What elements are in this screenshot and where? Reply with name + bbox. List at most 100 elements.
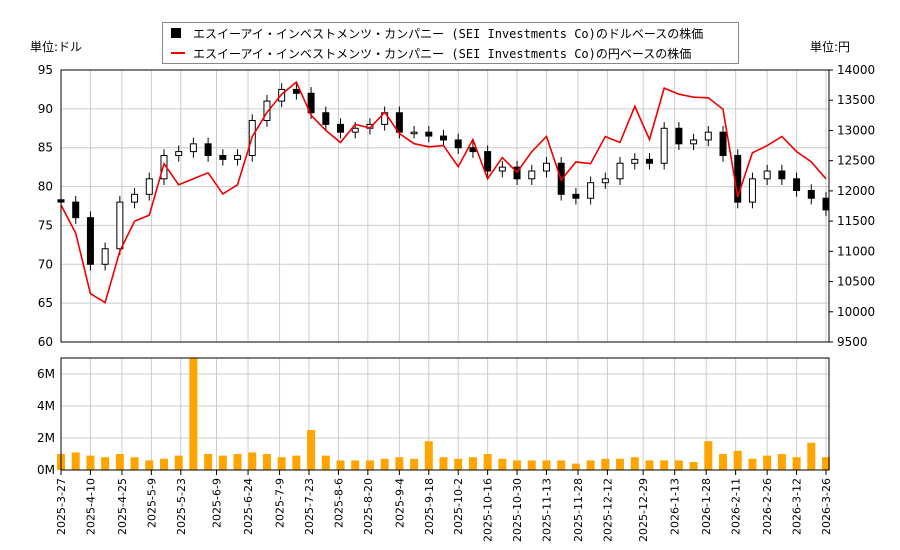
candle-body: [778, 170, 786, 180]
candle-body: [145, 178, 153, 195]
candle-body: [763, 170, 771, 180]
y-right-tick-label: 11000: [837, 244, 875, 258]
legend-item-jpy: エスイーアイ・インベストメンツ・カンパニー (SEI Investments C…: [163, 43, 738, 63]
volume-bar: [218, 455, 227, 470]
volume-bar: [468, 457, 477, 470]
x-tick-label: 2025-7-23: [303, 478, 316, 535]
x-tick-label: 2026-1-13: [669, 478, 682, 535]
volume-bar: [498, 458, 507, 470]
volume-bar: [248, 452, 257, 470]
volume-bar: [660, 460, 669, 470]
candle-body: [645, 158, 653, 164]
x-tick-label: 2025-10-2: [452, 478, 465, 535]
volume-bar: [689, 462, 698, 470]
jpy-price-line: [60, 80, 827, 304]
candle-body: [748, 178, 756, 203]
y-left-tick-label: 65: [38, 296, 53, 310]
candle-body: [101, 248, 109, 265]
candle-body: [322, 112, 330, 125]
volume-bar: [174, 455, 183, 470]
candle-body: [292, 88, 300, 94]
x-tick-label: 2026-2-26: [761, 478, 774, 535]
volume-bar: [630, 457, 639, 470]
volume-bar: [277, 457, 286, 470]
volume-bar: [454, 458, 463, 470]
x-tick-label: 2025-5-23: [175, 478, 188, 535]
volume-bar: [807, 442, 816, 470]
volume-bar: [380, 458, 389, 470]
volume-bar: [365, 460, 374, 470]
legend-swatch-usd: [171, 28, 181, 38]
candle-body: [425, 131, 433, 137]
x-tick-label: 2025-6-24: [242, 478, 255, 535]
legend-label-usd: エスイーアイ・インベストメンツ・カンパニー (SEI Investments C…: [193, 26, 704, 41]
y-left-tick-label: 85: [38, 141, 53, 155]
y-left-tick-label: 75: [38, 218, 53, 232]
volume-bar: [159, 458, 168, 470]
x-tick-label: 2025-7-9: [274, 478, 287, 528]
volume-bar: [410, 458, 419, 470]
candle-body: [189, 143, 197, 153]
volume-bar: [115, 454, 124, 470]
candle-body: [690, 139, 698, 145]
x-tick-label: 2025-9-4: [393, 478, 406, 528]
y-left-tick-label: 60: [38, 335, 53, 349]
candle-body: [131, 193, 139, 203]
volume-bar: [145, 460, 154, 470]
candle-body: [175, 151, 183, 156]
volume-tick-label: 0M: [37, 463, 55, 477]
candle-body: [410, 131, 418, 135]
legend: エスイーアイ・インベストメンツ・カンパニー (SEI Investments C…: [162, 22, 739, 64]
x-tick-label: 2025-11-13: [540, 478, 553, 542]
volume-bar: [189, 358, 198, 470]
volume-bar: [557, 460, 566, 470]
volume-plot-frame: [60, 357, 830, 471]
candle-body: [440, 135, 447, 141]
y-left-tick-label: 80: [38, 180, 53, 194]
volume-tick-label: 4M: [37, 399, 55, 413]
candle-body: [219, 154, 227, 160]
volume-bar: [704, 441, 713, 470]
x-tick-label: 2025-4-10: [84, 478, 97, 535]
x-tick-label: 2025-4-25: [116, 478, 129, 535]
y-right-tick-label: 9500: [837, 335, 868, 349]
candle-body: [234, 154, 242, 160]
left-unit-label: 単位:ドル: [30, 40, 83, 54]
candle-body: [72, 201, 80, 219]
volume-bar: [586, 460, 595, 470]
x-tick-label: 2025-6-9: [211, 478, 224, 528]
volume-bar: [101, 457, 110, 470]
candle-body: [307, 92, 315, 114]
candle-body: [454, 139, 462, 149]
y-left-tick-label: 90: [38, 102, 53, 116]
y-left-tick-label: 70: [38, 257, 53, 271]
volume-bar: [307, 430, 316, 470]
volume-tick-label: 6M: [37, 367, 55, 381]
candle-body: [116, 201, 124, 250]
legend-label-jpy: エスイーアイ・インベストメンツ・カンパニー (SEI Investments C…: [193, 46, 692, 61]
candle-body: [587, 182, 595, 199]
volume-bar: [616, 458, 625, 470]
x-tick-label: 2026-1-28: [700, 478, 713, 535]
volume-tick-label: 2M: [37, 431, 55, 445]
volume-bar: [321, 455, 330, 470]
candle-body: [484, 151, 492, 172]
volume-bar: [571, 463, 580, 470]
volume-bar: [733, 450, 742, 470]
volume-bar: [542, 460, 551, 470]
y-left-tick-label: 95: [38, 63, 53, 77]
volume-bar: [719, 454, 728, 470]
x-tick-label: 2025-8-20: [362, 478, 375, 535]
candle-body: [616, 162, 624, 180]
legend-item-usd: エスイーアイ・インベストメンツ・カンパニー (SEI Investments C…: [163, 23, 738, 43]
volume-bar: [822, 457, 830, 470]
volume-bar: [336, 460, 345, 470]
x-tick-label: 2025-12-29: [637, 478, 650, 542]
volume-bar: [395, 457, 404, 470]
x-tick-label: 2025-9-18: [423, 478, 436, 535]
y-right-tick-label: 12000: [837, 184, 875, 198]
volume-bar: [777, 454, 786, 470]
x-tick-label: 2025-10-16: [482, 478, 495, 542]
volume-bar: [86, 455, 95, 470]
